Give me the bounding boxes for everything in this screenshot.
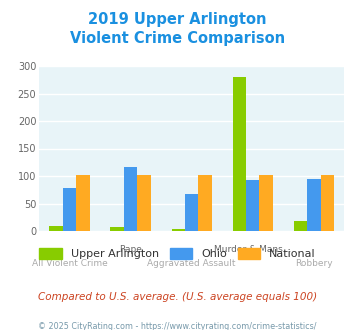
Bar <box>171 229 185 231</box>
Bar <box>260 175 273 231</box>
Bar <box>124 167 137 231</box>
Text: All Violent Crime: All Violent Crime <box>32 259 108 268</box>
Bar <box>49 225 63 231</box>
Bar <box>246 180 260 231</box>
Text: Robbery: Robbery <box>295 259 333 268</box>
Bar <box>137 175 151 231</box>
Bar <box>110 227 124 231</box>
Bar <box>76 175 90 231</box>
Text: © 2025 CityRating.com - https://www.cityrating.com/crime-statistics/: © 2025 CityRating.com - https://www.city… <box>38 322 317 330</box>
Text: Murder & Mans...: Murder & Mans... <box>214 245 291 254</box>
Bar <box>294 221 307 231</box>
Bar <box>63 188 76 231</box>
Legend: Upper Arlington, Ohio, National: Upper Arlington, Ohio, National <box>35 243 320 263</box>
Text: Rape: Rape <box>119 245 142 254</box>
Bar <box>321 175 334 231</box>
Bar <box>233 77 246 231</box>
Bar <box>307 179 321 231</box>
Text: Compared to U.S. average. (U.S. average equals 100): Compared to U.S. average. (U.S. average … <box>38 292 317 302</box>
Text: 2019 Upper Arlington: 2019 Upper Arlington <box>88 12 267 26</box>
Text: Aggravated Assault: Aggravated Assault <box>147 259 236 268</box>
Bar <box>198 175 212 231</box>
Bar <box>185 194 198 231</box>
Text: Violent Crime Comparison: Violent Crime Comparison <box>70 31 285 46</box>
